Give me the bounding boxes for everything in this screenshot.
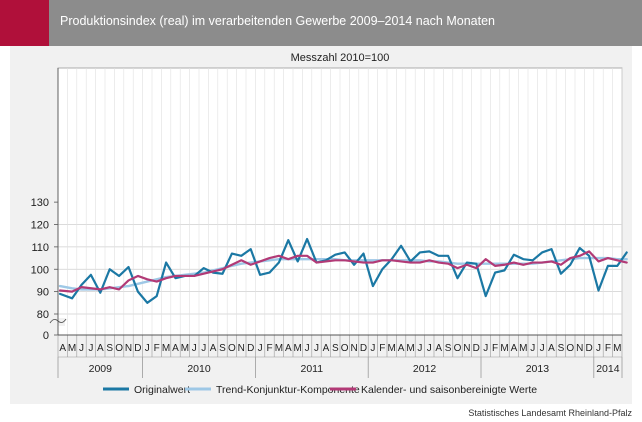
x-month-label: N [125,343,132,354]
x-month-label: J [314,343,319,354]
y-tick-label-120: 120 [31,220,49,232]
x-month-label: A [210,343,217,354]
x-month-label: M [500,343,508,354]
legend-label-originalwert: Originalwert [134,384,190,396]
y-tick-label-100: 100 [31,264,49,276]
x-month-label: O [341,343,349,354]
x-year-label-2009: 2009 [89,363,113,375]
x-month-label: J [305,343,310,354]
x-year-label-2010: 2010 [187,363,211,375]
x-month-label: J [530,343,535,354]
x-month-label: A [323,343,330,354]
x-month-label: M [68,343,76,354]
x-month-label: M [181,343,189,354]
legend-label-trend-konjunktur: Trend-Konjunktur-Komponente [216,384,360,396]
x-year-label-2013: 2013 [526,363,550,375]
x-month-label: A [435,343,442,354]
x-month-label: F [492,343,498,354]
x-month-label: J [201,343,206,354]
x-month-label: M [162,343,170,354]
source-note: Statistisches Landesamt Rheinland-Pfalz [468,408,632,418]
x-month-label: D [134,343,141,354]
x-year-label-2011: 2011 [301,363,324,375]
x-month-label: J [370,343,375,354]
y-tick-label-130: 130 [31,197,49,209]
x-month-label: M [294,343,302,354]
header-bar: Produktionsindex (real) im verarbeitende… [0,0,642,46]
x-month-label: O [228,343,236,354]
x-month-label: N [350,343,357,354]
y-tick-label-110: 110 [31,242,49,254]
x-month-label: A [172,343,179,354]
x-month-label: J [88,343,93,354]
x-month-label: N [576,343,583,354]
x-month-label: M [275,343,283,354]
x-month-label: F [379,343,385,354]
series-line-originalwert [58,237,628,304]
x-month-label: O [115,343,123,354]
x-month-label: D [247,343,254,354]
x-month-label: J [483,343,488,354]
x-month-label: J [192,343,197,354]
x-month-label: S [219,343,226,354]
y-tick-label-80: 80 [37,309,49,321]
x-month-label: D [360,343,367,354]
page-title: Produktionsindex (real) im verarbeitende… [60,14,495,28]
x-month-label: J [145,343,150,354]
x-year-label-2012: 2012 [413,363,437,375]
x-month-label: A [97,343,104,354]
y-tick-label-0: 0 [43,330,49,342]
x-month-label: J [417,343,422,354]
x-month-label: A [285,343,292,354]
legend-label-saisonbereinigt: Kalender- und saisonbereinigte Werte [361,384,537,396]
y-tick-label-90: 90 [37,287,49,299]
x-month-label: A [511,343,518,354]
x-month-label: D [473,343,480,354]
x-month-label: S [558,343,565,354]
x-month-label: O [566,343,574,354]
header-accent [0,0,49,46]
x-month-label: D [585,343,592,354]
x-month-label: F [605,343,611,354]
x-month-label: J [427,343,432,354]
x-month-label: J [596,343,601,354]
x-month-label: A [548,343,555,354]
series-line-saisonbereinigt [58,250,628,293]
x-month-label: A [398,343,405,354]
x-month-label: M [406,343,414,354]
x-month-label: S [106,343,113,354]
x-month-label: A [59,343,66,354]
x-month-label: F [154,343,160,354]
x-month-label: M [519,343,527,354]
x-month-label: J [258,343,263,354]
x-month-label: N [238,343,245,354]
x-month-label: J [79,343,84,354]
x-month-label: S [332,343,339,354]
x-month-label: F [266,343,272,354]
x-month-label: N [463,343,470,354]
x-month-label: M [613,343,621,354]
x-month-label: S [445,343,452,354]
x-month-label: J [540,343,545,354]
x-month-label: O [454,343,462,354]
x-year-label-2014: 2014 [596,363,620,375]
chart-title: Messzahl 2010=100 [291,52,390,64]
x-month-label: M [388,343,396,354]
